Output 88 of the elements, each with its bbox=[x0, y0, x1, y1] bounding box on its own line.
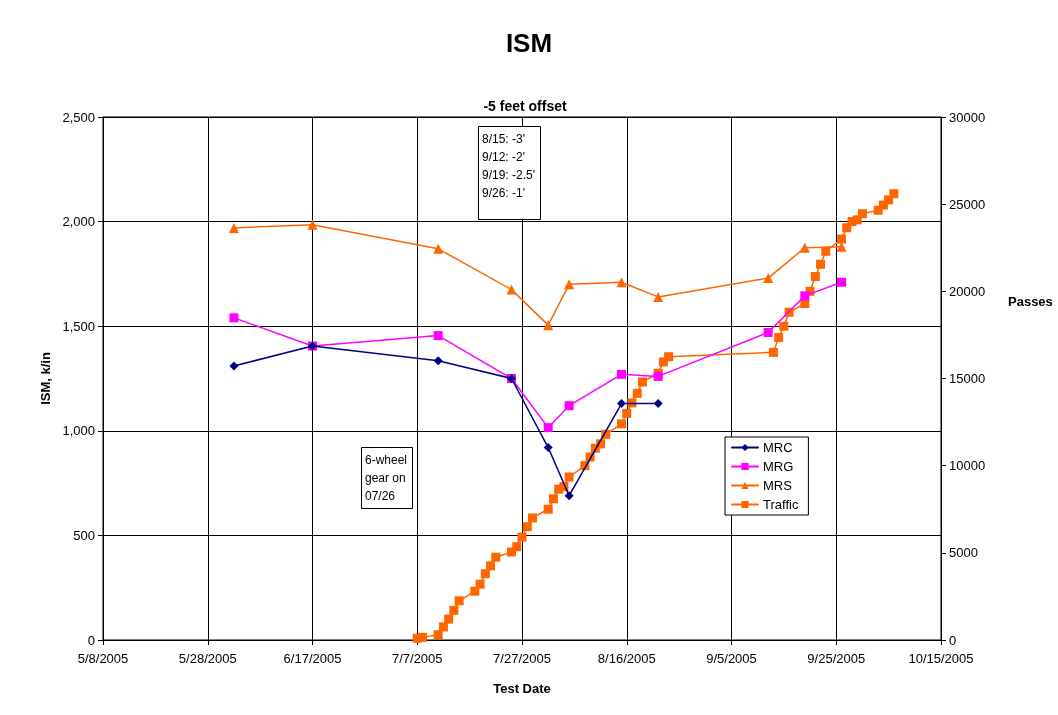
point bbox=[836, 234, 846, 244]
point bbox=[637, 377, 647, 387]
point bbox=[307, 219, 318, 230]
y2-tick-label: 0 bbox=[949, 632, 957, 648]
y-tick-label: 1,000 bbox=[62, 423, 95, 439]
x-tick-label: 5/8/2005 bbox=[77, 651, 129, 666]
point bbox=[836, 277, 846, 287]
chart-subtitle: -5 feet offset bbox=[483, 98, 567, 114]
point bbox=[229, 361, 239, 371]
point bbox=[527, 513, 537, 523]
chart-title: ISM bbox=[505, 28, 553, 58]
point bbox=[664, 352, 674, 362]
y2-tick-label: 30000 bbox=[949, 109, 986, 125]
point bbox=[543, 423, 553, 433]
point bbox=[228, 222, 239, 233]
x-tick-label: 9/25/2005 bbox=[807, 651, 866, 666]
point bbox=[632, 388, 642, 398]
point bbox=[491, 552, 501, 562]
legend-label: MRS bbox=[763, 478, 793, 493]
y-tick-label: 2,500 bbox=[62, 109, 95, 125]
point bbox=[616, 277, 627, 288]
y2-tick-label: 10000 bbox=[949, 458, 986, 474]
x-tick-label: 9/5/2005 bbox=[706, 651, 757, 666]
point bbox=[543, 320, 554, 331]
point bbox=[810, 272, 820, 282]
point bbox=[517, 532, 527, 542]
point bbox=[774, 333, 784, 343]
y2-axis-title: Passes bbox=[1008, 294, 1053, 309]
point bbox=[768, 347, 778, 357]
point bbox=[653, 399, 663, 409]
point bbox=[653, 291, 664, 302]
point bbox=[816, 259, 826, 269]
legend-label: Traffic bbox=[763, 497, 799, 512]
point bbox=[438, 622, 448, 632]
legend-label: MRC bbox=[763, 440, 793, 455]
point bbox=[889, 189, 899, 199]
point bbox=[512, 542, 522, 552]
x-tick-label: 8/16/2005 bbox=[597, 651, 656, 666]
y2-tick-label: 25000 bbox=[949, 196, 986, 212]
point bbox=[564, 279, 575, 290]
point bbox=[522, 522, 532, 532]
point bbox=[622, 408, 632, 418]
point bbox=[433, 243, 444, 254]
point bbox=[617, 369, 627, 379]
y-tick-label: 0 bbox=[87, 632, 95, 648]
x-tick-label: 5/28/2005 bbox=[178, 651, 237, 666]
y-axis-title: ISM, k/in bbox=[37, 352, 53, 405]
y2-tick-label: 15000 bbox=[949, 371, 986, 386]
x-tick-label: 6/17/2005 bbox=[283, 651, 342, 666]
point bbox=[470, 586, 480, 596]
y2-tick-label: 5000 bbox=[949, 545, 978, 561]
point bbox=[475, 579, 485, 589]
point bbox=[506, 284, 517, 295]
legend-label: MRG bbox=[763, 459, 794, 474]
point bbox=[543, 443, 553, 453]
point bbox=[433, 630, 443, 640]
point bbox=[454, 596, 464, 606]
point bbox=[449, 605, 459, 615]
point bbox=[543, 504, 553, 514]
point bbox=[548, 494, 558, 504]
annotation: 8/15: -3' 9/12: -2' 9/19: -2.5' 9/26: -1' bbox=[482, 132, 535, 200]
point bbox=[763, 273, 774, 284]
point bbox=[617, 419, 627, 429]
point bbox=[433, 331, 443, 341]
point bbox=[564, 472, 574, 482]
point bbox=[229, 313, 239, 323]
point bbox=[417, 632, 427, 642]
x-tick-label: 10/15/2005 bbox=[908, 651, 974, 666]
point bbox=[799, 242, 810, 253]
point bbox=[617, 399, 627, 409]
point bbox=[564, 401, 574, 411]
point bbox=[444, 614, 454, 624]
point bbox=[857, 209, 867, 219]
y-tick-label: 2,000 bbox=[62, 214, 95, 230]
x-tick-label: 7/27/2005 bbox=[493, 651, 551, 666]
annotation: 6-wheel gear on 07/26 bbox=[365, 453, 408, 503]
x-tick-label: 7/7/2005 bbox=[391, 651, 443, 666]
y-tick-label: 1,500 bbox=[62, 318, 95, 334]
point bbox=[433, 356, 443, 366]
y2-tick-label: 20000 bbox=[949, 283, 986, 299]
point bbox=[800, 291, 810, 301]
y-tick-label: 500 bbox=[73, 527, 95, 543]
point bbox=[763, 327, 773, 337]
point bbox=[486, 561, 496, 571]
x-axis-title: Test Date bbox=[493, 681, 551, 696]
point bbox=[564, 491, 574, 501]
point bbox=[480, 569, 490, 579]
point bbox=[779, 321, 789, 331]
